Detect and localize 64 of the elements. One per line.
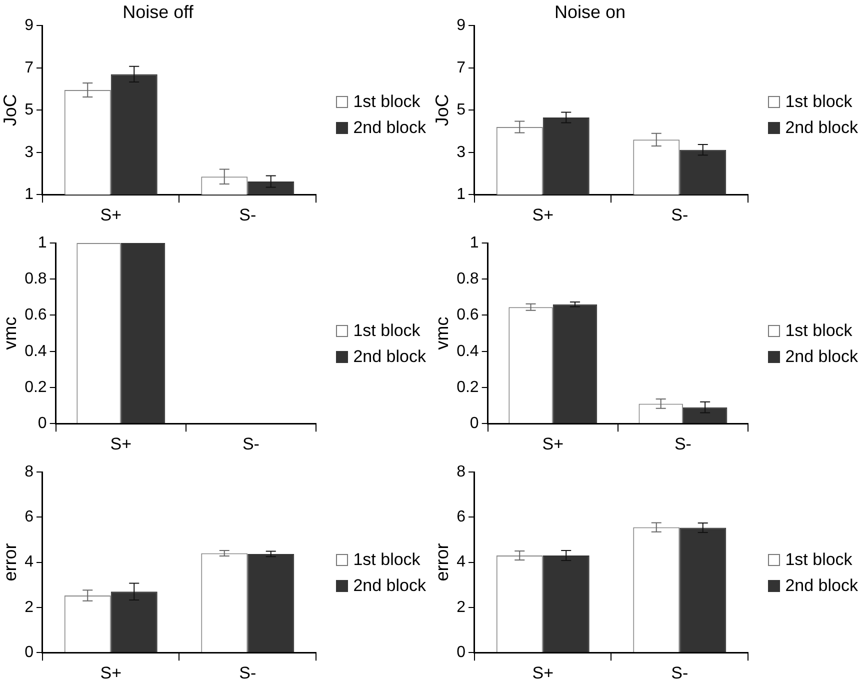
x-tick-label: S+ (532, 205, 554, 224)
y-tick-label: 7 (24, 59, 34, 76)
y-tick-label: 3 (456, 144, 466, 161)
y-tick-label: 8 (456, 463, 466, 480)
y-axis-title: JoC (432, 94, 452, 126)
y-tick-label: 6 (24, 508, 34, 526)
x-tick-label: S+ (100, 205, 122, 224)
y-tick-label: 1 (24, 186, 34, 204)
chart-title: Noise off (122, 2, 194, 22)
y-tick-label: 1 (456, 186, 466, 204)
x-tick-label: S+ (542, 434, 564, 454)
x-tick-label: S+ (532, 663, 554, 682)
legend-label: 2nd block (785, 116, 858, 138)
legend-label: 2nd block (353, 574, 426, 596)
y-tick-label: 4 (456, 554, 466, 571)
y-tick-label: 0.6 (456, 306, 479, 324)
x-tick-label: S- (671, 663, 688, 682)
chart-title: Noise on (554, 2, 626, 22)
legend-label: 2nd block (353, 346, 426, 368)
y-tick-label: 4 (24, 554, 34, 571)
y-tick-label: 1 (38, 234, 47, 252)
y-tick-label: 0.2 (24, 378, 47, 396)
text: 1st block (353, 320, 420, 342)
y-tick-label: 1 (470, 234, 479, 252)
y-tick-label: 3 (24, 144, 34, 161)
text: 1st block (785, 548, 852, 570)
y-axis-title: vmc (432, 316, 452, 350)
x-tick-label: S- (674, 434, 692, 454)
y-tick-label: 2 (24, 598, 34, 616)
text: 1st block (785, 90, 852, 112)
y-tick-label: 5 (24, 102, 34, 119)
y-tick-label: 8 (24, 463, 34, 480)
text: 1st block (785, 320, 852, 342)
y-tick-label: 0.4 (24, 342, 47, 360)
y-tick-label: 2 (456, 598, 466, 616)
x-tick-label: S+ (110, 434, 132, 454)
text: 1st block (353, 548, 420, 570)
y-tick-label: 0 (456, 644, 466, 662)
y-axis-title: error (0, 543, 20, 582)
y-tick-label: 0 (38, 415, 47, 432)
x-tick-label: S+ (100, 663, 122, 682)
y-tick-label: 5 (456, 102, 466, 119)
x-tick-label: S- (239, 205, 256, 224)
y-tick-label: 0.4 (456, 342, 479, 360)
y-tick-label: 6 (456, 508, 466, 526)
y-tick-label: 7 (456, 59, 466, 76)
y-tick-label: 0.8 (24, 270, 47, 288)
legend-label: 2nd block (353, 116, 426, 138)
y-axis-title: vmc (0, 316, 20, 350)
y-axis-title: JoC (0, 94, 20, 126)
y-tick-label: 0.6 (24, 306, 47, 324)
legend-label: 2nd block (785, 574, 858, 596)
y-tick-label: 9 (24, 17, 34, 34)
y-tick-label: 9 (456, 17, 466, 34)
text: 1st block (353, 90, 420, 112)
y-tick-label: 0.8 (456, 270, 479, 288)
legend-label: 2nd block (785, 346, 858, 368)
y-tick-label: 0.2 (456, 378, 479, 396)
y-axis-title: error (432, 543, 452, 582)
y-tick-label: 0 (470, 415, 479, 432)
y-tick-label: 0 (24, 644, 34, 662)
x-tick-label: S- (671, 205, 688, 224)
x-tick-label: S- (239, 663, 256, 682)
x-tick-label: S- (242, 434, 260, 454)
